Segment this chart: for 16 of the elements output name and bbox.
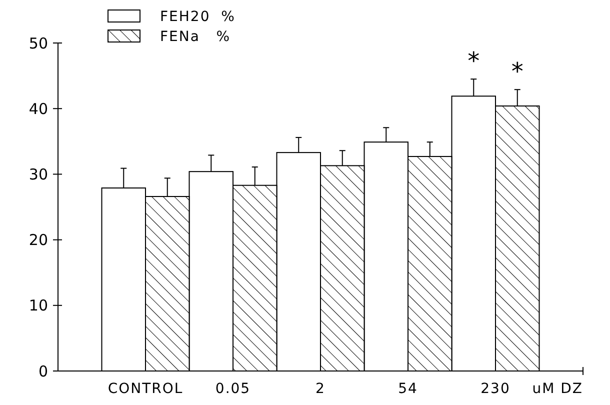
y-tick-label: 20 <box>28 231 48 250</box>
x-tick-label: CONTROL <box>108 381 184 397</box>
legend-label: FEH20 % <box>160 8 236 25</box>
y-tick-label: 40 <box>28 100 48 118</box>
x-tick-label: 54 <box>398 381 418 397</box>
y-tick-label: 0 <box>38 362 48 380</box>
annotation: * <box>511 58 524 86</box>
x-tick-label: 0.05 <box>215 381 251 397</box>
y-tick-label: 10 <box>28 296 48 315</box>
x-tick-label: 230 <box>480 381 510 397</box>
legend-label: FENa % <box>160 28 231 45</box>
x-tick-label: 2 <box>316 381 326 397</box>
x-axis-title: uM DZ <box>532 381 583 397</box>
y-tick-label: 30 <box>28 165 48 184</box>
y-tick-label: 50 <box>28 34 48 52</box>
annotation: * <box>468 47 480 76</box>
